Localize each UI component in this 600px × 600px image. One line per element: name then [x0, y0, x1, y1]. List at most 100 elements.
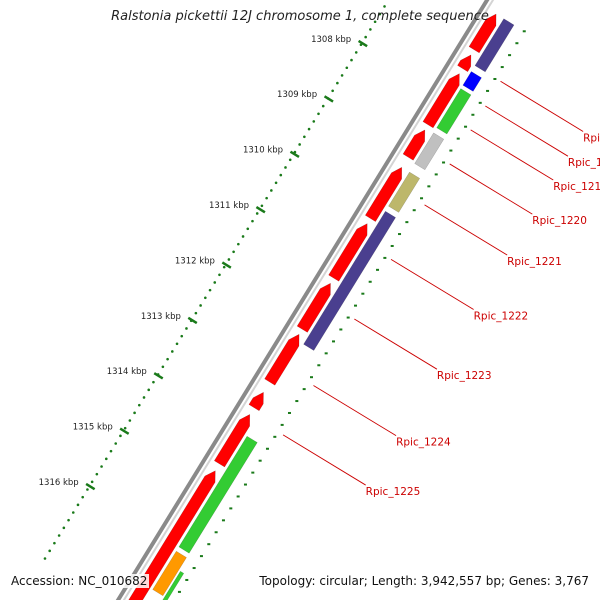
inner-dot — [287, 411, 291, 414]
inner-dot — [177, 590, 181, 593]
ruler-tick-label: 1316 kbp — [39, 478, 79, 488]
backbone — [115, 0, 495, 600]
backbone-inner-line — [122, 0, 495, 600]
ruler-tick-label: 1313 kbp — [141, 312, 181, 322]
ruler-dot — [43, 557, 47, 560]
ruler-tick — [119, 427, 130, 435]
inner-dot — [376, 268, 380, 271]
ruler-dot — [270, 189, 273, 192]
ruler-dot — [114, 442, 118, 445]
callout-leader-line — [354, 318, 438, 370]
ruler-dot — [378, 12, 382, 16]
forward-cds-arrow — [296, 282, 331, 333]
inner-dot — [317, 364, 321, 367]
inner-dot — [332, 340, 336, 343]
ruler-dot — [67, 518, 70, 522]
ruler-dot — [161, 365, 165, 369]
ruler-dot — [274, 181, 278, 185]
ruler-dot — [265, 196, 268, 200]
ruler-dot — [133, 411, 136, 415]
inner-dot — [522, 30, 526, 33]
ruler-dot — [218, 273, 221, 277]
ruler-dot — [336, 81, 339, 85]
ruler-dot — [241, 235, 245, 238]
inner-dot — [412, 209, 416, 212]
ruler-dot — [123, 426, 127, 430]
gene-label: Rpic_1218 — [568, 157, 600, 169]
ruler-dot — [204, 296, 207, 300]
ruler-dot — [383, 5, 386, 8]
callout-leader-line — [485, 105, 569, 157]
inner-dot — [368, 280, 372, 283]
ruler-dot — [213, 281, 217, 284]
ruler-dot — [180, 334, 184, 338]
callout-leader-line — [470, 129, 554, 181]
inner-dot — [420, 197, 424, 200]
inner-dot — [199, 555, 203, 558]
forward-cds-arrow — [328, 223, 368, 282]
ruler-tick — [153, 372, 164, 380]
inner-dot — [324, 352, 328, 355]
inner-dot — [185, 578, 189, 581]
ruler-dot — [53, 541, 56, 545]
inner-dot — [207, 543, 211, 546]
ruler-dot — [175, 342, 179, 346]
ruler-tick-label: 1310 kbp — [243, 146, 283, 156]
ruler-dot — [340, 74, 344, 77]
callout-leader-line — [449, 163, 533, 215]
ruler-dot — [279, 173, 283, 177]
features — [128, 13, 526, 600]
ruler-dot — [137, 403, 141, 407]
backbone-outer-line — [115, 0, 490, 600]
reverse-cds-bar — [474, 18, 515, 73]
ruler-dot — [298, 143, 301, 146]
forward-cds-arrow — [364, 166, 403, 222]
ruler-dot — [284, 166, 287, 169]
ruler-dot — [57, 534, 61, 537]
ruler-dot — [303, 135, 306, 139]
topology-summary: Topology: circular; Length: 3,942,557 bp… — [257, 574, 591, 588]
ruler-dot — [237, 242, 240, 246]
gene-label: Rpic_1224 — [396, 437, 451, 449]
inner-dot — [427, 185, 431, 188]
ruler-dot — [246, 227, 250, 231]
ruler-tick-label: 1314 kbp — [107, 367, 147, 377]
inner-dot — [361, 292, 365, 295]
ruler-tick — [221, 261, 232, 269]
ruler-tick — [187, 316, 198, 325]
ruler-tick-label: 1312 kbp — [175, 256, 215, 266]
forward-cds-arrow — [128, 470, 216, 600]
ruler-dot — [71, 511, 75, 514]
ruler-dot — [152, 380, 155, 384]
ruler-dot — [312, 120, 316, 123]
ruler-tick — [357, 39, 368, 48]
forward-cds-arrow — [422, 73, 460, 129]
inner-dot — [383, 256, 387, 259]
inner-dot — [354, 304, 358, 307]
inner-dot — [464, 125, 468, 128]
ruler-tick — [255, 206, 266, 214]
ruler-dot — [109, 449, 113, 453]
ruler-dot — [95, 472, 99, 476]
forward-cds-arrow — [213, 413, 251, 468]
inner-dot — [229, 507, 233, 510]
inner-dot — [449, 149, 453, 152]
inner-dot — [302, 388, 306, 391]
ruler-tick-label: 1309 kbp — [277, 90, 317, 100]
ruler-dot — [199, 304, 202, 307]
inner-dot — [243, 483, 247, 486]
ruler-dot — [208, 288, 212, 292]
ruler-dot — [62, 526, 66, 530]
ruler-dot — [354, 51, 358, 54]
ruler-dot — [227, 258, 231, 261]
green-feature-bar — [162, 570, 185, 600]
ruler-dot — [364, 35, 367, 39]
ruler-tick — [289, 150, 300, 159]
gene-label: Rpic_1217 — [583, 132, 600, 144]
ruler-dot — [185, 327, 188, 330]
ruler-dot — [307, 127, 311, 131]
inner-dot — [273, 435, 277, 438]
inner-dot — [500, 66, 504, 69]
